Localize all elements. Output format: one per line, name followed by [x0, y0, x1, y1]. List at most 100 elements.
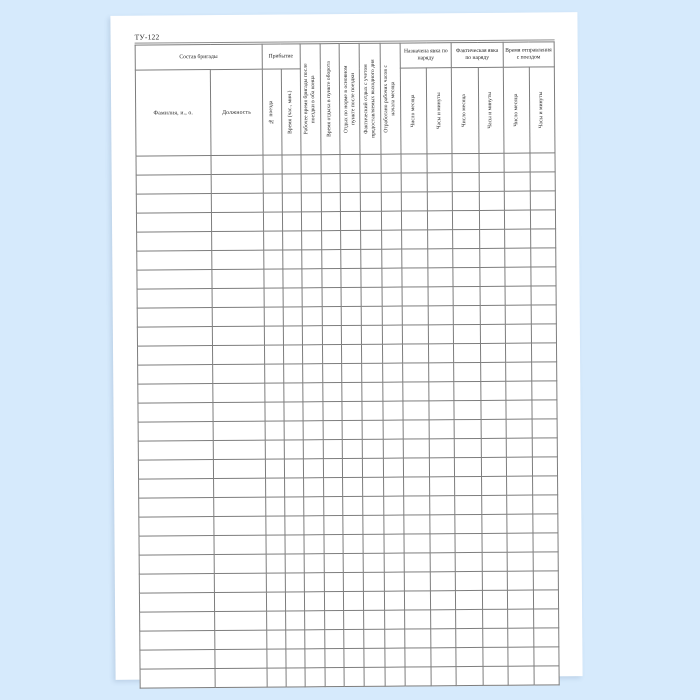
- table-cell-assigned_hm[interactable]: [429, 476, 455, 496]
- table-cell-assigned_hm[interactable]: [427, 229, 453, 249]
- table-cell-position[interactable]: [214, 554, 266, 574]
- table-cell-assigned_day[interactable]: [403, 438, 430, 459]
- table-cell-assigned_day[interactable]: [401, 267, 429, 288]
- table-cell-assigned_hm[interactable]: [427, 210, 453, 230]
- table-cell-position[interactable]: [212, 288, 264, 308]
- table-cell-rest_norm_home[interactable]: [340, 192, 361, 212]
- table-cell-assigned_day[interactable]: [402, 305, 429, 326]
- table-cell-arrival_time[interactable]: [282, 230, 302, 251]
- table-cell-position[interactable]: [211, 250, 264, 270]
- table-cell-surname[interactable]: [138, 535, 215, 556]
- table-cell-actual_day[interactable]: [455, 590, 483, 610]
- table-cell-crew_work_time[interactable]: [300, 173, 322, 193]
- table-cell-rest_turnaround[interactable]: [322, 287, 342, 307]
- table-cell-assigned_day[interactable]: [403, 457, 430, 478]
- table-cell-actual_hm[interactable]: [480, 457, 507, 477]
- table-cell-departure_hm[interactable]: [530, 209, 556, 230]
- table-cell-departure_day[interactable]: [505, 343, 532, 363]
- table-cell-rest_norm_home[interactable]: [343, 553, 364, 573]
- table-cell-actual_rest[interactable]: [363, 496, 384, 516]
- table-cell-rest_turnaround[interactable]: [324, 553, 344, 573]
- table-cell-departure_day[interactable]: [506, 514, 533, 534]
- table-cell-train_number[interactable]: [265, 515, 285, 536]
- table-cell-position[interactable]: [211, 231, 264, 251]
- table-cell-rest_norm_home[interactable]: [340, 230, 362, 250]
- table-cell-train_number[interactable]: [264, 363, 284, 384]
- table-cell-train_number[interactable]: [265, 534, 285, 555]
- table-cell-rest_turnaround[interactable]: [322, 306, 342, 326]
- table-cell-arrival_time[interactable]: [283, 401, 303, 421]
- table-cell-rest_norm_home[interactable]: [343, 534, 364, 554]
- table-cell-hours_since_month_start[interactable]: [384, 610, 405, 630]
- table-cell-assigned_day[interactable]: [401, 286, 429, 307]
- table-cell-rest_turnaround[interactable]: [323, 439, 343, 459]
- table-cell-crew_work_time[interactable]: [302, 401, 324, 421]
- table-cell-assigned_day[interactable]: [403, 533, 431, 554]
- table-cell-arrival_time[interactable]: [284, 515, 304, 535]
- table-cell-hours_since_month_start[interactable]: [383, 515, 404, 535]
- table-cell-assigned_hm[interactable]: [427, 191, 453, 211]
- table-cell-actual_day[interactable]: [452, 210, 480, 230]
- table-cell-train_number[interactable]: [265, 496, 285, 517]
- table-cell-assigned_hm[interactable]: [429, 400, 455, 420]
- table-cell-crew_work_time[interactable]: [303, 553, 325, 573]
- table-cell-actual_day[interactable]: [455, 628, 483, 648]
- table-cell-actual_day[interactable]: [454, 419, 481, 439]
- table-cell-hours_since_month_start[interactable]: [381, 325, 403, 345]
- table-cell-crew_work_time[interactable]: [301, 192, 322, 212]
- table-cell-surname[interactable]: [138, 497, 215, 518]
- table-cell-hours_since_month_start[interactable]: [380, 173, 402, 193]
- table-cell-crew_work_time[interactable]: [303, 572, 325, 592]
- table-cell-actual_rest[interactable]: [363, 553, 384, 573]
- table-cell-departure_hm[interactable]: [531, 399, 558, 420]
- table-cell-departure_hm[interactable]: [530, 285, 557, 306]
- table-cell-actual_day[interactable]: [454, 495, 482, 515]
- table-cell-arrival_time[interactable]: [281, 154, 301, 175]
- table-cell-surname[interactable]: [137, 326, 213, 347]
- table-cell-position[interactable]: [212, 269, 264, 289]
- table-cell-actual_hm[interactable]: [479, 305, 505, 325]
- table-cell-assigned_hm[interactable]: [427, 153, 453, 173]
- table-cell-crew_work_time[interactable]: [302, 363, 323, 383]
- table-cell-rest_turnaround[interactable]: [324, 648, 345, 668]
- table-cell-actual_hm[interactable]: [479, 324, 506, 344]
- table-cell-actual_hm[interactable]: [481, 533, 507, 553]
- table-cell-actual_hm[interactable]: [481, 571, 507, 591]
- table-cell-assigned_day[interactable]: [403, 419, 430, 440]
- table-cell-surname[interactable]: [137, 402, 214, 423]
- table-cell-surname[interactable]: [136, 269, 213, 290]
- table-cell-assigned_hm[interactable]: [430, 628, 457, 648]
- table-cell-departure_hm[interactable]: [530, 304, 557, 325]
- table-cell-rest_norm_home[interactable]: [342, 420, 363, 440]
- table-cell-actual_day[interactable]: [455, 571, 482, 591]
- table-cell-train_number[interactable]: [264, 344, 284, 365]
- table-cell-departure_hm[interactable]: [532, 513, 558, 534]
- table-cell-arrival_time[interactable]: [284, 553, 304, 573]
- table-cell-actual_hm[interactable]: [481, 476, 507, 496]
- table-cell-assigned_hm[interactable]: [429, 457, 455, 477]
- table-cell-actual_day[interactable]: [454, 438, 481, 458]
- table-cell-departure_hm[interactable]: [531, 361, 557, 382]
- table-cell-departure_hm[interactable]: [533, 646, 560, 667]
- table-cell-assigned_hm[interactable]: [428, 343, 454, 363]
- table-cell-train_number[interactable]: [263, 269, 283, 289]
- table-cell-surname[interactable]: [138, 440, 214, 461]
- table-cell-actual_rest[interactable]: [360, 173, 381, 193]
- table-cell-assigned_day[interactable]: [400, 153, 428, 174]
- table-cell-departure_day[interactable]: [504, 229, 531, 249]
- table-cell-train_number[interactable]: [262, 155, 282, 175]
- table-cell-crew_work_time[interactable]: [304, 610, 325, 630]
- table-cell-train_number[interactable]: [265, 591, 286, 612]
- table-cell-assigned_day[interactable]: [402, 381, 430, 402]
- table-cell-hours_since_month_start[interactable]: [382, 363, 403, 383]
- table-cell-hours_since_month_start[interactable]: [381, 230, 402, 250]
- table-cell-arrival_time[interactable]: [284, 477, 304, 497]
- table-cell-rest_norm_home[interactable]: [342, 515, 364, 535]
- table-cell-crew_work_time[interactable]: [304, 667, 326, 687]
- table-cell-departure_day[interactable]: [507, 647, 534, 667]
- table-cell-crew_work_time[interactable]: [303, 458, 324, 478]
- table-cell-rest_norm_home[interactable]: [343, 591, 364, 611]
- table-cell-rest_turnaround[interactable]: [323, 477, 343, 497]
- table-cell-rest_norm_home[interactable]: [341, 344, 363, 364]
- table-cell-actual_hm[interactable]: [480, 400, 506, 420]
